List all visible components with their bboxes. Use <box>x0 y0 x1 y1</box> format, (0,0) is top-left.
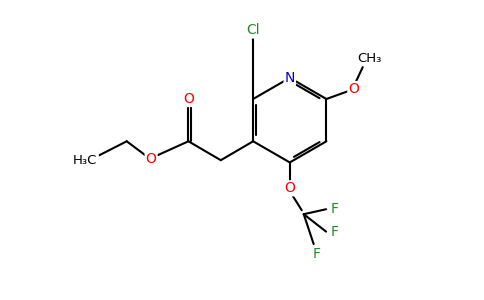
Text: H₃C: H₃C <box>73 154 98 167</box>
Text: F: F <box>331 202 339 216</box>
Text: F: F <box>331 225 339 238</box>
Text: O: O <box>348 82 359 96</box>
Text: F: F <box>312 247 320 261</box>
Text: O: O <box>146 152 156 166</box>
Text: CH₃: CH₃ <box>358 52 382 65</box>
Text: N: N <box>285 71 295 85</box>
Text: O: O <box>183 92 194 106</box>
Text: O: O <box>284 181 295 195</box>
Text: Cl: Cl <box>246 23 260 37</box>
